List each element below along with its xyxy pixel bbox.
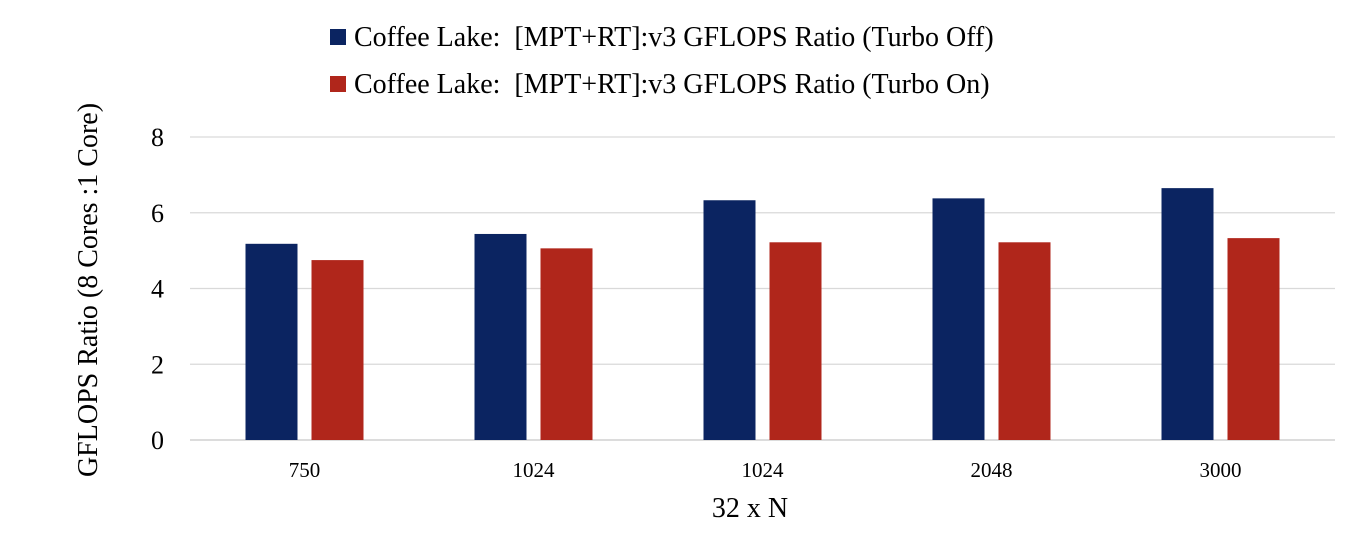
y-tick-label: 4 — [151, 275, 164, 304]
x-tick-label: 3000 — [1200, 458, 1242, 482]
y-tick-label: 6 — [151, 199, 164, 228]
bar-series2-3 — [998, 242, 1051, 440]
legend-label-2: Coffee Lake: [MPT+RT]:v3 GFLOPS Ratio (T… — [354, 69, 990, 100]
gridlines — [190, 136, 1335, 441]
bar-series2-1 — [540, 248, 593, 440]
y-tick-label: 2 — [151, 350, 164, 379]
bar-series2-0 — [311, 260, 364, 440]
x-tick-labels: 750 1024 1024 2048 3000 — [289, 458, 1242, 482]
y-tick-label: 8 — [151, 123, 164, 152]
legend-label-1: Coffee Lake: [MPT+RT]:v3 GFLOPS Ratio (T… — [354, 22, 994, 53]
legend-swatch-1 — [330, 29, 346, 45]
x-tick-label: 1024 — [513, 458, 556, 482]
bar-series1-2 — [703, 200, 756, 440]
y-tick-labels: 0 2 4 6 8 — [151, 123, 164, 455]
y-tick-label: 0 — [151, 426, 164, 455]
x-tick-label: 2048 — [971, 458, 1013, 482]
bar-series1-1 — [474, 233, 527, 440]
y-axis-label: GFLOPS Ratio (8 Cores :1 Core) — [73, 103, 104, 477]
legend: Coffee Lake: [MPT+RT]:v3 GFLOPS Ratio (T… — [330, 22, 994, 100]
x-tick-label: 1024 — [742, 458, 785, 482]
legend-swatch-2 — [330, 76, 346, 92]
bars — [245, 188, 1280, 440]
x-tick-label: 750 — [289, 458, 321, 482]
bar-series1-0 — [245, 243, 298, 440]
x-axis-label: 32 x N — [712, 493, 788, 524]
bar-series2-4 — [1227, 238, 1280, 440]
bar-series1-3 — [932, 198, 985, 440]
bar-series2-2 — [769, 242, 822, 440]
bar-series1-4 — [1161, 188, 1214, 440]
